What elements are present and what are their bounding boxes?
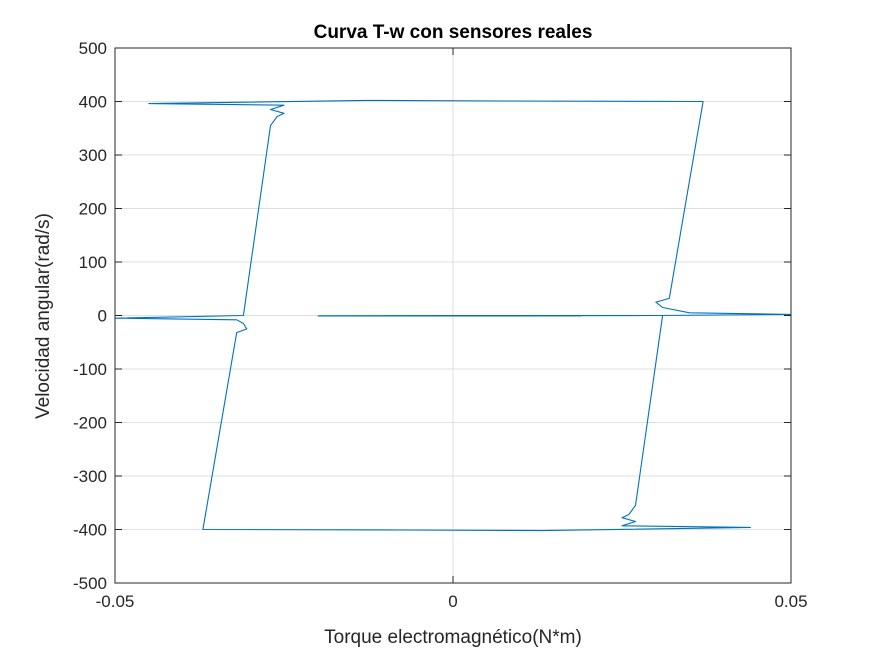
y-tick-label: 300: [79, 146, 107, 165]
x-tick-labels: -0.05 0 0.05: [96, 592, 808, 611]
y-tick-label: -200: [73, 414, 107, 433]
data-layer: [114, 99, 792, 532]
y-tick-label: 0: [98, 307, 107, 326]
x-tick-label: -0.05: [96, 592, 135, 611]
tick-marks: [114, 47, 792, 584]
chart-title: Curva T-w con sensores reales: [314, 22, 593, 43]
x-tick-label: 0: [448, 592, 457, 611]
y-tick-labels: -500 -400 -300 -200 -100 0 100 200 300 400 500: [73, 39, 107, 593]
y-tick-label: -100: [73, 360, 107, 379]
x-axis-label: Torque electromagnético(N*m): [324, 627, 582, 648]
y-tick-label: 400: [79, 93, 107, 112]
y-tick-label: 200: [79, 200, 107, 219]
y-tick-label: -500: [73, 574, 107, 593]
y-tick-label: 100: [79, 253, 107, 272]
x-tick-label: 0.05: [774, 592, 807, 611]
y-axis-label: Velocidad angular(rad/s): [33, 213, 54, 419]
y-tick-label: -300: [73, 467, 107, 486]
series-line: [114, 99, 792, 532]
y-tick-label: 500: [79, 39, 107, 58]
y-tick-label: -400: [73, 521, 107, 540]
